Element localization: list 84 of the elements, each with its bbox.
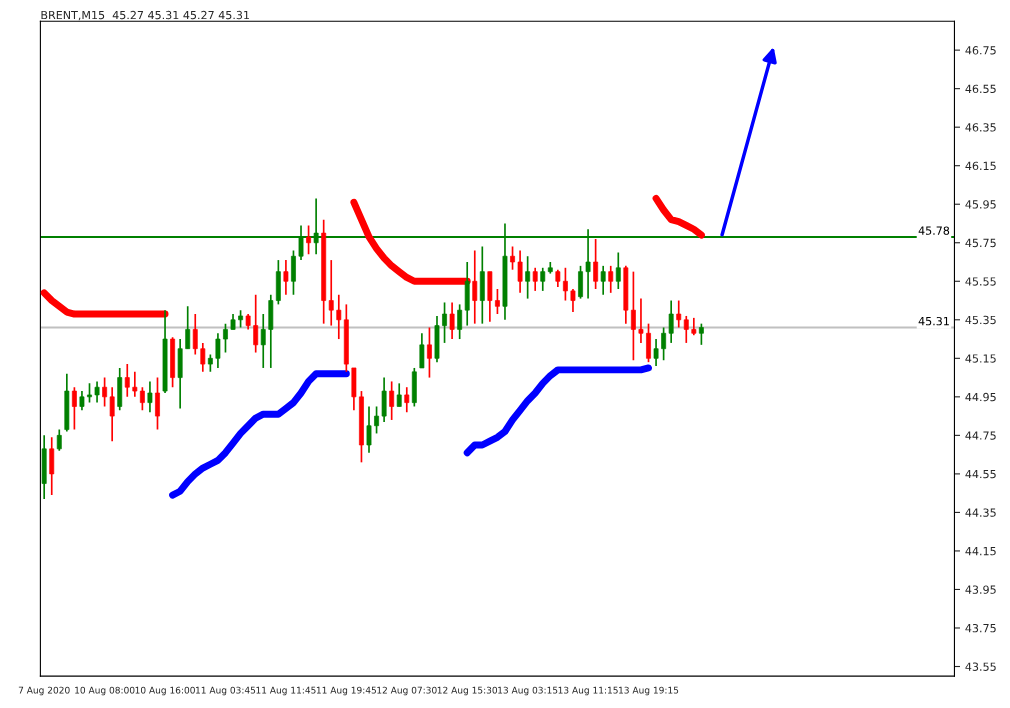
x-tick-label: 12 Aug 07:30 [377, 686, 437, 696]
candlestick [185, 305, 191, 350]
y-tick-label: 46.15 [965, 161, 996, 171]
y-tick-label: 45.95 [965, 200, 996, 209]
candlestick [442, 301, 447, 344]
x-tick-label: 7 Aug 2020 [18, 686, 70, 696]
candlestick [223, 322, 228, 354]
candlestick [653, 338, 659, 367]
candlestick [404, 386, 410, 414]
y-tick-label: 46.75 [965, 46, 996, 55]
candlestick [683, 315, 689, 344]
candlestick [124, 363, 130, 398]
candlestick [396, 382, 402, 408]
x-tick-label: 13 Aug 11:15 [558, 686, 618, 696]
candlestick [419, 332, 425, 369]
candlestick [525, 255, 531, 300]
y-tick-label: 45.35 [965, 315, 996, 325]
candlestick [562, 266, 568, 302]
candlestick [306, 224, 311, 256]
x-tick-label: 10 Aug 08:00 [75, 686, 135, 696]
candlestick [200, 342, 206, 373]
x-tick-label: 12 Aug 15:30 [437, 686, 498, 696]
candlestick [109, 386, 115, 442]
candlestick [336, 293, 342, 340]
candlestick [283, 259, 289, 296]
y-tick-label: 45.75 [965, 238, 996, 248]
x-tick-label: 11 Aug 19:45 [316, 686, 376, 696]
y-tick-label: 45.15 [965, 354, 996, 363]
x-tick-label: 10 Aug 16:00 [135, 686, 195, 696]
candlestick [630, 270, 636, 362]
candlestick [427, 326, 432, 379]
candlestick [615, 251, 621, 290]
candlestick [253, 293, 259, 354]
ref-line-label: 45.78 [918, 226, 950, 235]
y-tick-label: 44.55 [965, 470, 996, 479]
candlestick [668, 299, 674, 344]
candlestick [495, 288, 500, 315]
candlestick [79, 390, 85, 412]
x-tick-label: 13 Aug 03:15 [498, 686, 558, 696]
chart-title: BRENT,M15 45.27 45.31 45.27 45.31 [41, 10, 249, 21]
y-tick-label: 44.35 [965, 508, 996, 517]
candlestick [457, 303, 463, 340]
candlestick [155, 376, 160, 431]
candlestick [328, 259, 334, 327]
candlestick [56, 428, 62, 452]
x-tick-label: 11 Aug 03:45 [196, 686, 256, 696]
candlestick [87, 382, 92, 404]
candlestick [661, 326, 667, 362]
y-tick-label: 46.35 [965, 123, 996, 132]
ref-line-label: 45.31 [918, 316, 949, 326]
candlestick [374, 405, 379, 435]
candlestick [698, 322, 704, 346]
y-tick-label: 43.55 [965, 662, 996, 671]
candlestick [593, 238, 599, 290]
y-tick-label: 43.95 [965, 585, 996, 594]
candlestick [540, 266, 546, 292]
candlestick [638, 297, 644, 344]
y-tick-label: 43.75 [965, 623, 996, 633]
candlestick [510, 245, 515, 271]
y-tick-label: 44.95 [965, 392, 996, 402]
y-tick-label: 45.55 [965, 277, 996, 286]
y-tick-label: 44.75 [965, 431, 996, 440]
candlestick [366, 405, 372, 454]
candlestick [132, 370, 138, 398]
candlestick [215, 332, 221, 369]
candlestick [570, 288, 576, 313]
candlestick [600, 265, 606, 296]
candlestick [147, 380, 153, 414]
candlestick [389, 380, 395, 421]
candlestick [71, 386, 77, 431]
candlestick [260, 313, 266, 369]
x-tick-label: 11 Aug 11:45 [256, 686, 316, 696]
y-tick-label: 44.15 [965, 547, 996, 556]
candlestick [517, 249, 523, 294]
candlestick [192, 313, 198, 356]
candlestick [449, 301, 455, 340]
candlestick [102, 376, 108, 408]
candlestick [532, 266, 538, 292]
candlestick [94, 380, 100, 404]
x-tick-label: 13 Aug 19:15 [619, 686, 679, 696]
candlestick [676, 299, 682, 329]
candlestick [139, 386, 145, 412]
candlestick [608, 265, 614, 294]
y-tick-label: 46.55 [965, 84, 996, 94]
